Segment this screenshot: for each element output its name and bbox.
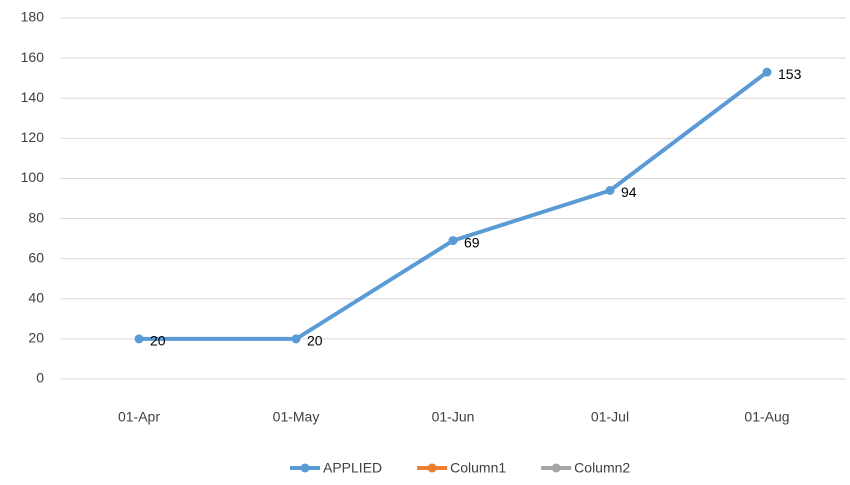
y-tick-label: 100 (21, 169, 45, 185)
y-tick-label: 0 (36, 370, 44, 386)
legend-label: Column1 (450, 460, 506, 476)
x-tick-label: 01-Apr (118, 409, 160, 425)
data-label: 94 (621, 184, 637, 200)
point (762, 67, 772, 77)
x-tick-label: 01-May (273, 409, 320, 425)
y-tick-label: 180 (21, 9, 45, 25)
legend-label: Column2 (574, 460, 630, 476)
legend-entry: Column1 (417, 460, 506, 476)
y-tick-label: 80 (28, 209, 44, 225)
legend-marker (551, 463, 561, 473)
point (448, 236, 458, 246)
point (134, 334, 144, 344)
legend-entry: Column2 (541, 460, 630, 476)
x-tick-label: 01-Jun (432, 409, 475, 425)
point (605, 185, 615, 195)
y-tick-label: 60 (28, 249, 44, 265)
y-tick-label: 160 (21, 49, 45, 65)
y-tick-label: 140 (21, 89, 45, 105)
x-tick-label: 01-Jul (591, 409, 629, 425)
legend-marker (427, 463, 437, 473)
data-label: 20 (150, 333, 166, 349)
legend-entry: APPLIED (290, 460, 382, 476)
data-label: 20 (307, 333, 323, 349)
x-tick-label: 01-Aug (744, 409, 789, 425)
legend-marker (300, 463, 310, 473)
y-tick-label: 120 (21, 129, 45, 145)
y-tick-label: 40 (28, 289, 44, 305)
legend-label: APPLIED (323, 460, 382, 476)
point (291, 334, 301, 344)
data-label: 153 (778, 66, 802, 82)
data-label: 69 (464, 234, 480, 250)
y-tick-label: 20 (28, 330, 44, 346)
